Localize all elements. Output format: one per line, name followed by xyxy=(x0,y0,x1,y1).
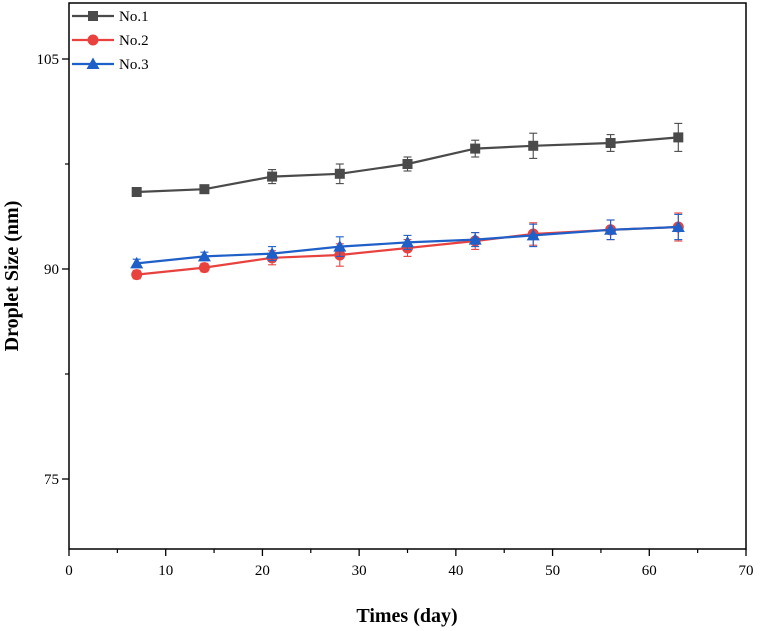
y-axis-title: Droplet Size (nm) xyxy=(1,201,23,352)
data-point xyxy=(468,233,482,245)
data-point xyxy=(197,249,211,262)
data-point xyxy=(131,269,143,281)
x-tick-label: 0 xyxy=(65,563,73,579)
x-tick-label: 20 xyxy=(255,563,270,579)
legend: No.1 No.2 No.3 xyxy=(72,9,149,73)
legend-label: No.2 xyxy=(119,33,149,49)
data-point xyxy=(528,140,539,151)
legend-label: No.1 xyxy=(119,9,149,25)
legend-item: No.3 xyxy=(72,57,149,73)
x-tick-label: 70 xyxy=(739,563,754,579)
data-point xyxy=(671,220,685,232)
data-point xyxy=(673,132,684,143)
data-point xyxy=(265,247,279,259)
x-tick-label: 60 xyxy=(642,563,657,579)
data-point xyxy=(199,184,210,195)
series-no1 xyxy=(131,122,684,197)
data-point xyxy=(333,240,347,252)
x-tick-label: 30 xyxy=(352,563,367,579)
x-tick-label: 10 xyxy=(158,563,173,579)
plot-frame xyxy=(68,2,747,550)
y-tick-label: 105 xyxy=(37,52,60,68)
legend-marker xyxy=(88,11,98,21)
series-no3 xyxy=(130,213,685,269)
x-tick-label: 40 xyxy=(448,563,463,579)
data-point xyxy=(334,168,345,179)
data-point xyxy=(130,256,144,269)
legend-marker xyxy=(87,34,99,46)
x-axis-title: Times (day) xyxy=(356,605,457,627)
legend-label: No.3 xyxy=(119,57,149,73)
data-point xyxy=(267,171,278,182)
data-point xyxy=(604,223,618,235)
data-point xyxy=(198,262,210,274)
data-point xyxy=(131,187,142,197)
y-tick-label: 75 xyxy=(44,472,59,488)
data-point xyxy=(605,138,616,148)
data-point xyxy=(402,159,413,169)
legend-item: No.1 xyxy=(72,9,149,25)
data-point xyxy=(470,143,481,154)
y-tick-label: 90 xyxy=(44,262,59,278)
data-point xyxy=(401,235,414,248)
data-point xyxy=(526,228,540,241)
x-tick-label: 50 xyxy=(545,563,560,579)
legend-item: No.2 xyxy=(72,33,149,49)
legend-marker xyxy=(86,57,100,69)
